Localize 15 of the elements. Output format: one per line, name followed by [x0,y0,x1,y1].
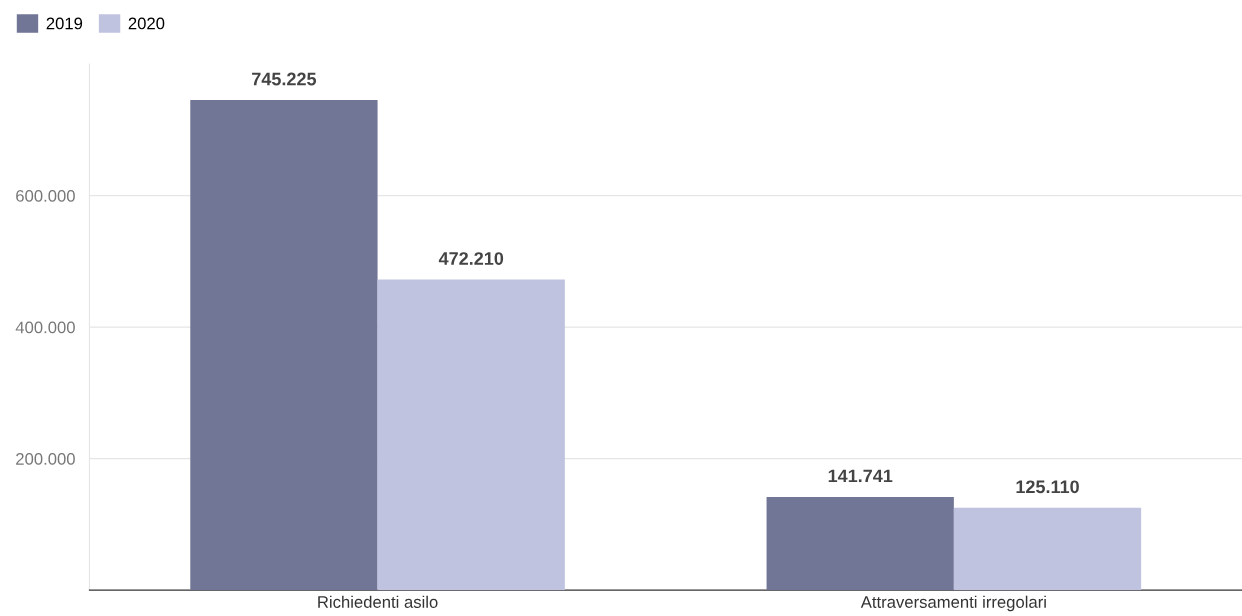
bar [766,496,954,591]
data-label: 745.225 [252,72,317,86]
data-label: 141.741 [828,469,893,483]
bar [190,100,378,591]
legend-label: 2020 [128,17,165,30]
data-label: 472.210 [438,252,504,265]
y-tick-label: 200.000 [16,453,75,465]
x-tick-label: Richiedenti asilo [318,595,438,608]
x-tick-label: Attraversamenti irregolari [860,595,1046,612]
y-tick-label: 600.000 [16,189,75,202]
data-label: 125.110 [1016,480,1079,494]
legend-label: 2019 [46,17,83,30]
bar [377,279,565,591]
bar [953,507,1142,591]
y-tick-label: 400.000 [15,321,75,334]
